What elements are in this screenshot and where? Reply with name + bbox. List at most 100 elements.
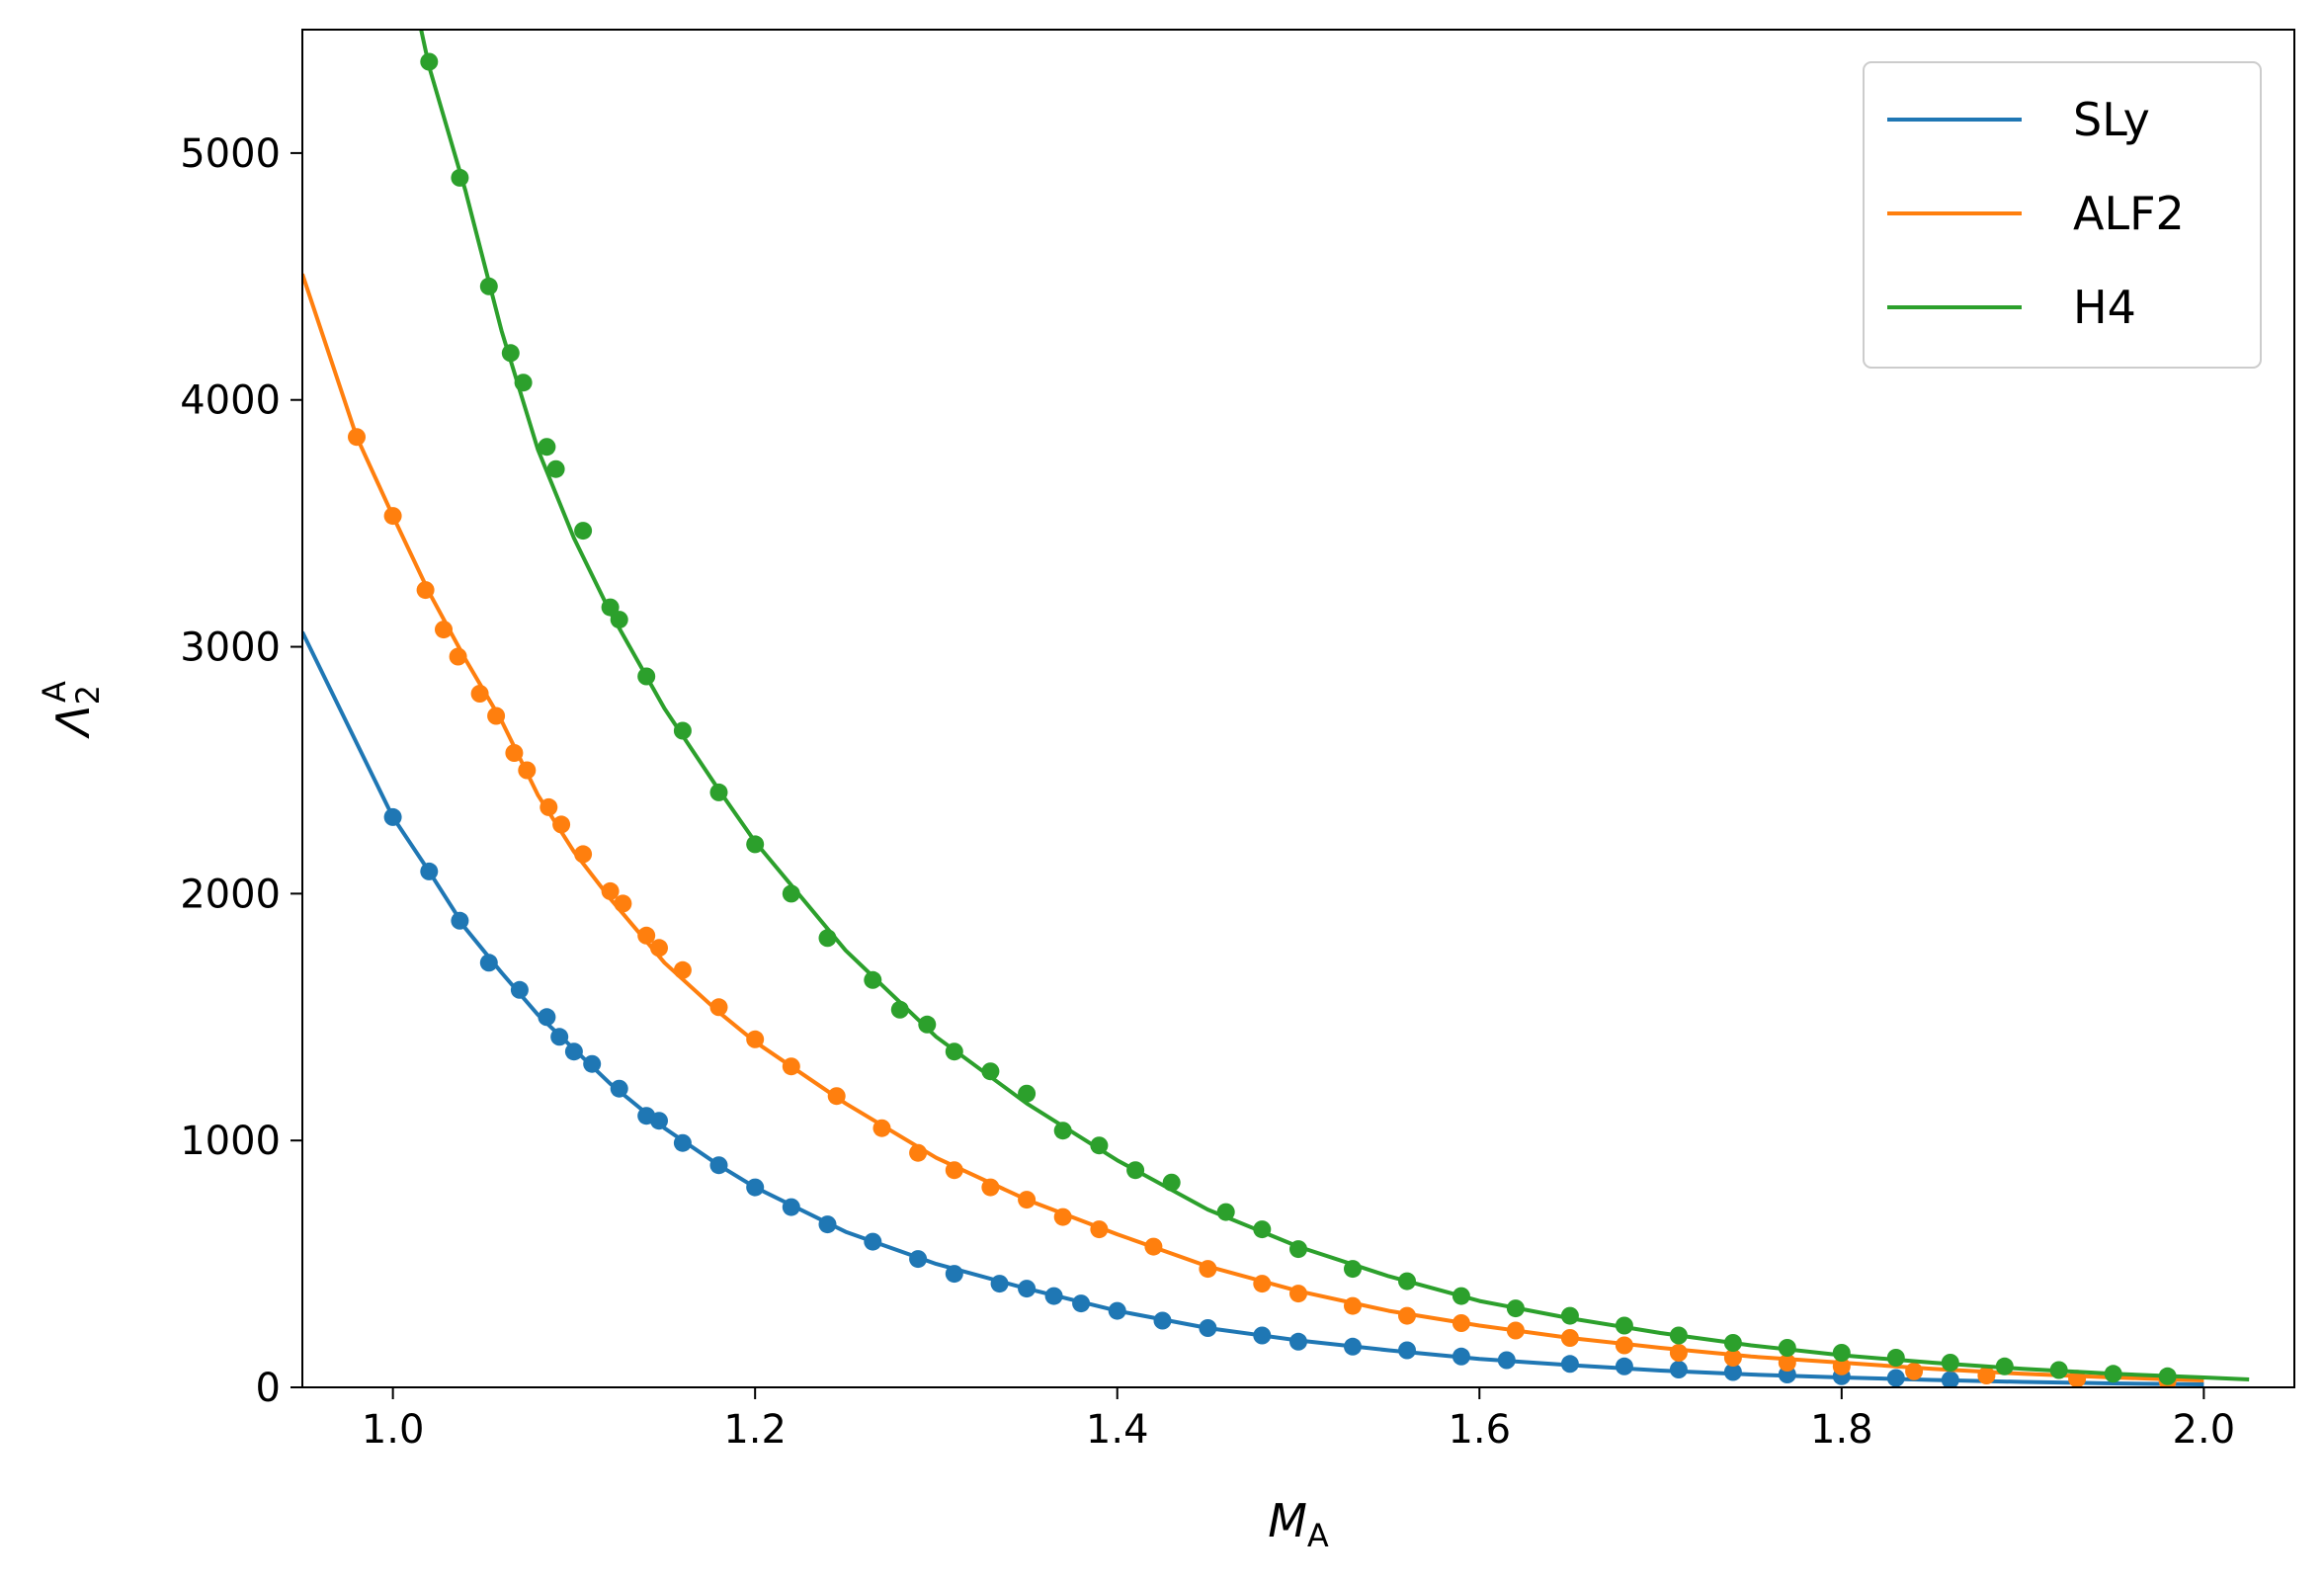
data-point-sly <box>420 862 439 880</box>
data-point-h4 <box>610 611 628 629</box>
data-point-alf2 <box>1053 1208 1072 1226</box>
data-point-sly <box>1153 1311 1172 1330</box>
data-point-alf2 <box>505 744 524 762</box>
data-point-alf2 <box>1506 1321 1525 1340</box>
data-point-alf2 <box>1778 1354 1796 1372</box>
data-point-alf2 <box>1832 1357 1851 1375</box>
data-point-sly <box>1669 1361 1688 1378</box>
data-point-h4 <box>420 52 439 71</box>
data-point-sly <box>1344 1337 1362 1356</box>
data-point-alf2 <box>348 428 366 447</box>
x-tick-label: 1.2 <box>723 1407 787 1453</box>
y-tick-label: 1000 <box>180 1119 281 1164</box>
data-point-alf2 <box>614 894 632 913</box>
data-point-alf2 <box>435 621 453 639</box>
data-point-sly <box>945 1265 963 1284</box>
data-point-h4 <box>479 277 498 295</box>
data-point-alf2 <box>827 1087 846 1106</box>
data-point-sly <box>1941 1371 1959 1387</box>
data-point-alf2 <box>552 815 571 834</box>
data-point-sly <box>864 1232 882 1251</box>
y-axis-label: Λ2A <box>36 681 107 739</box>
data-point-alf2 <box>1977 1367 1996 1384</box>
data-point-alf2 <box>1090 1220 1109 1239</box>
data-point-h4 <box>501 344 520 363</box>
data-point-alf2 <box>416 581 435 600</box>
data-point-alf2 <box>1344 1296 1362 1315</box>
data-point-h4 <box>1289 1240 1307 1259</box>
data-point-h4 <box>2049 1361 2068 1379</box>
data-point-sly <box>909 1250 928 1269</box>
data-point-alf2 <box>1018 1191 1037 1209</box>
data-point-sly <box>1108 1301 1126 1320</box>
legend-label-h4: H4 <box>2073 281 2136 334</box>
y-tick-label: 3000 <box>180 625 281 671</box>
data-point-h4 <box>637 667 656 686</box>
legend-box <box>1863 61 2262 369</box>
data-point-h4 <box>1778 1339 1796 1357</box>
data-point-h4 <box>546 459 565 478</box>
data-point-h4 <box>1506 1299 1525 1318</box>
data-point-sly <box>1289 1332 1307 1351</box>
data-point-h4 <box>1162 1173 1181 1192</box>
data-point-sly <box>583 1054 602 1073</box>
data-point-sly <box>782 1198 800 1216</box>
data-point-sly <box>673 1133 692 1152</box>
data-point-alf2 <box>1199 1260 1217 1279</box>
data-point-h4 <box>918 1015 937 1034</box>
data-point-alf2 <box>2068 1370 2087 1387</box>
data-point-h4 <box>514 374 533 392</box>
data-point-sly <box>650 1112 668 1130</box>
data-point-alf2 <box>1398 1306 1416 1325</box>
data-point-sly <box>538 1008 556 1027</box>
data-point-sly <box>550 1028 569 1046</box>
data-point-sly <box>1044 1287 1063 1305</box>
data-point-sly <box>510 980 529 999</box>
data-point-sly <box>990 1275 1009 1293</box>
data-point-h4 <box>709 783 728 801</box>
data-point-alf2 <box>1723 1349 1742 1367</box>
data-point-alf2 <box>1253 1275 1272 1293</box>
data-point-h4 <box>2158 1367 2177 1385</box>
data-point-h4 <box>746 835 765 854</box>
data-point-h4 <box>1723 1334 1742 1352</box>
x-tick-label: 1.0 <box>362 1407 425 1453</box>
data-point-alf2 <box>1144 1237 1163 1256</box>
data-point-alf2 <box>1615 1336 1633 1355</box>
y-tick-label: 0 <box>256 1366 281 1411</box>
data-point-alf2 <box>540 797 558 816</box>
data-point-alf2 <box>449 647 467 666</box>
data-point-h4 <box>673 721 692 740</box>
x-axis-label: MA <box>1268 1494 1329 1554</box>
data-point-sly <box>1452 1347 1470 1366</box>
data-point-h4 <box>1452 1287 1470 1305</box>
data-point-h4 <box>981 1062 1000 1081</box>
data-point-h4 <box>1615 1316 1633 1335</box>
data-point-sly <box>1253 1326 1272 1345</box>
data-point-alf2 <box>650 939 668 958</box>
x-axis-ticks: 1.0 1.2 1.4 1.6 1.8 2.0 <box>362 1387 2235 1453</box>
data-point-h4 <box>1886 1349 1905 1367</box>
data-point-alf2 <box>637 926 656 945</box>
x-tick-label: 1.8 <box>1810 1407 1873 1453</box>
data-point-h4 <box>1253 1220 1272 1239</box>
y-axis-ticks: 0 1000 2000 3000 4000 5000 <box>180 131 302 1411</box>
legend-label-sly: SLy <box>2073 93 2150 146</box>
data-point-alf2 <box>601 881 620 900</box>
data-point-alf2 <box>673 960 692 979</box>
data-point-h4 <box>1344 1260 1362 1279</box>
data-point-h4 <box>574 522 593 541</box>
x-tick-label: 1.4 <box>1086 1407 1149 1453</box>
data-point-h4 <box>451 168 469 187</box>
x-tick-label: 1.6 <box>1448 1407 1511 1453</box>
data-point-h4 <box>1398 1272 1416 1291</box>
y-tick-label: 2000 <box>180 872 281 917</box>
data-point-sly <box>1497 1351 1516 1370</box>
data-point-alf2 <box>574 845 593 864</box>
data-point-alf2 <box>1289 1285 1307 1303</box>
data-point-h4 <box>782 884 800 903</box>
data-point-alf2 <box>1669 1344 1688 1362</box>
data-point-sly <box>1072 1294 1091 1313</box>
data-point-h4 <box>1941 1354 1959 1372</box>
data-point-sly <box>709 1156 728 1175</box>
